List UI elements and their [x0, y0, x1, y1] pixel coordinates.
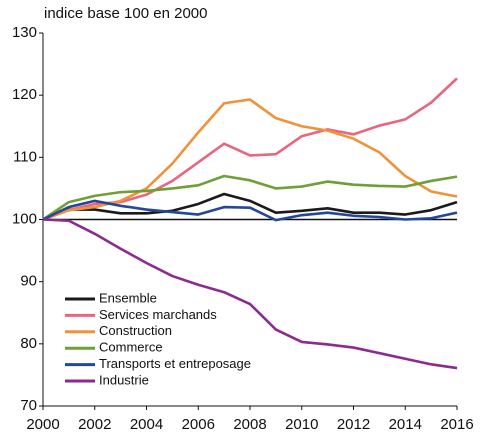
series-line: [42, 174, 458, 221]
y-axis-label: indice base 100 en 2000: [44, 5, 207, 22]
x-tick-label: 2004: [130, 416, 163, 433]
y-tick-label: 100: [12, 210, 37, 227]
x-tick-label: 2008: [233, 416, 266, 433]
x-tick-label: 2006: [182, 416, 215, 433]
x-tick-label: 2012: [337, 416, 370, 433]
y-tick-label: 80: [20, 335, 37, 352]
legend-label: Commerce: [99, 340, 163, 355]
series-line: [42, 192, 458, 221]
y-tick-label: 130: [12, 24, 37, 41]
x-tick-label: 2010: [285, 416, 318, 433]
legend-label: Transports et entreposage: [99, 356, 251, 371]
series-line: [42, 199, 458, 222]
x-tick-label: 2014: [389, 416, 422, 433]
legend-label: Construction: [99, 323, 172, 338]
series-line: [42, 218, 458, 370]
legend-label: Ensemble: [99, 290, 157, 305]
legend-label: Industrie: [99, 372, 149, 387]
x-tick-label: 2002: [78, 416, 111, 433]
y-tick-label: 120: [12, 86, 37, 103]
y-tick-label: 90: [20, 273, 37, 290]
x-tick-label: 2000: [26, 416, 59, 433]
legend-label: Services marchands: [99, 307, 217, 322]
x-tick-label: 2016: [440, 416, 473, 433]
y-tick-label: 110: [13, 148, 37, 165]
y-tick-label: 70: [20, 397, 37, 414]
